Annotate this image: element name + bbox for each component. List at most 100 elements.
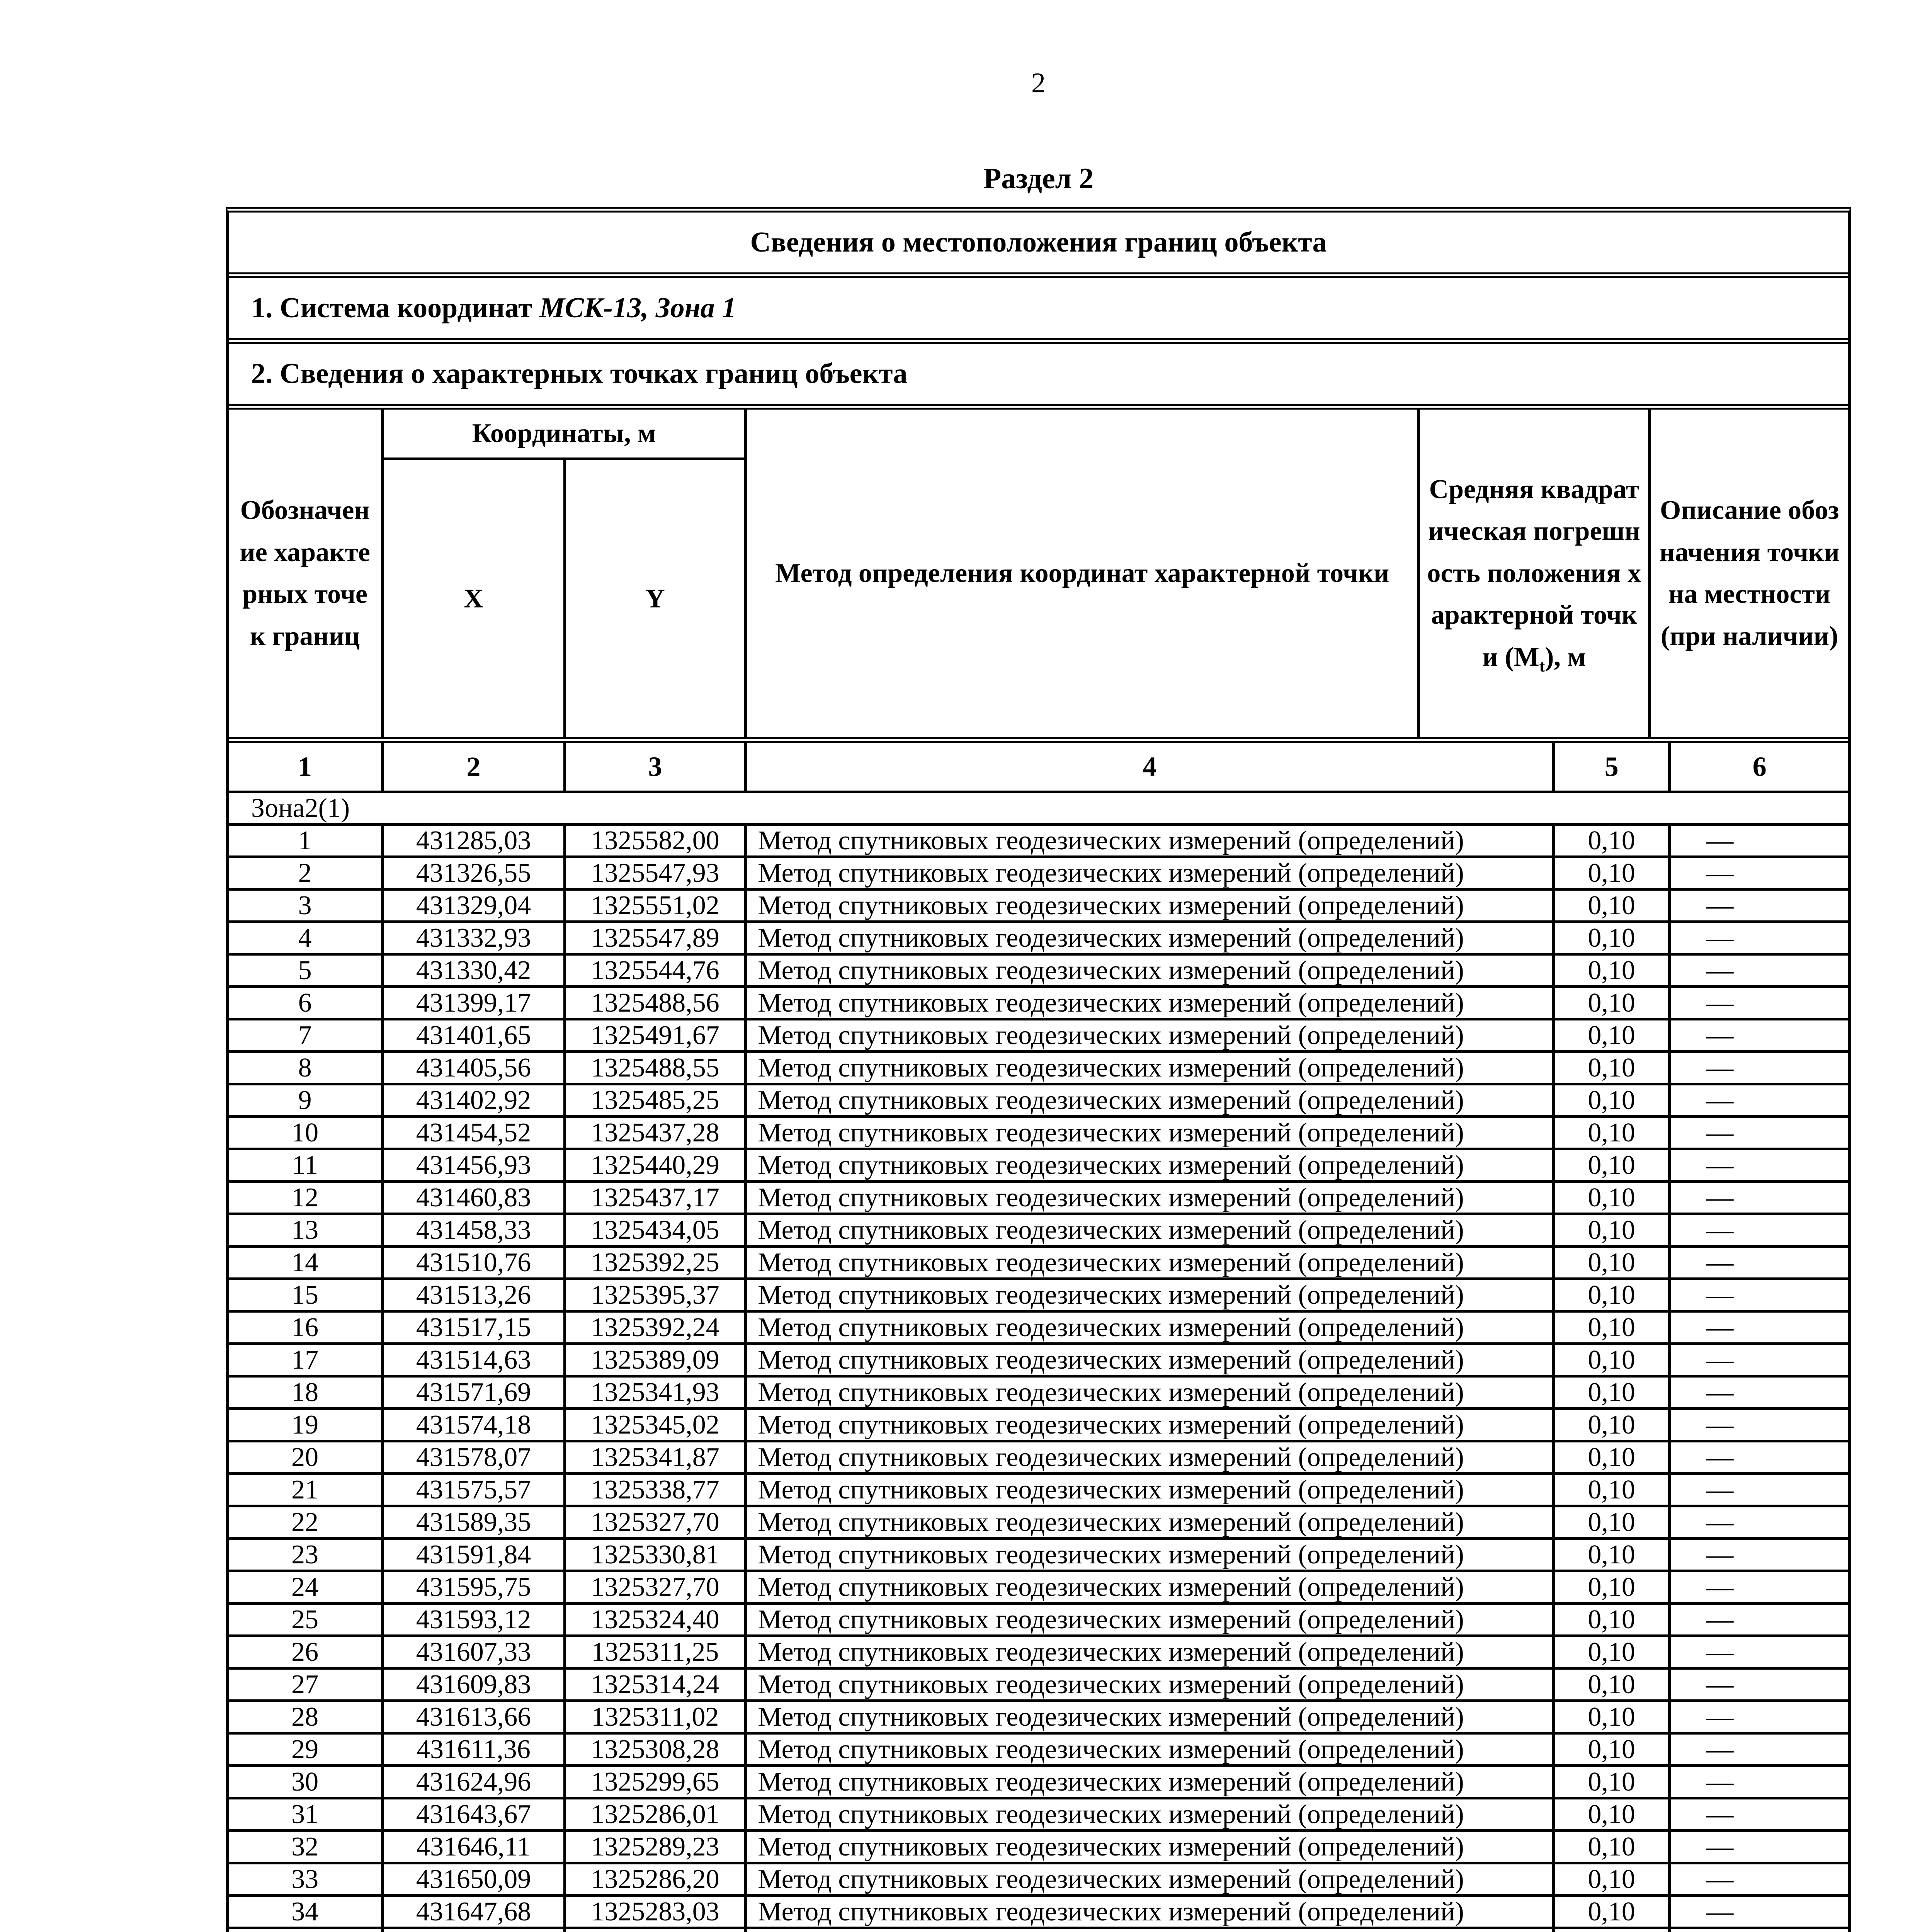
point-x: 431611,36 [382,1733,566,1767]
point-y: 1325551,02 [565,889,747,923]
point-x: 431405,56 [382,1051,566,1085]
point-y: 1325311,25 [565,1636,747,1670]
point-number: 11 [229,1149,384,1183]
point-x: 431647,68 [382,1895,566,1929]
point-row: 8 431405,56 1325488,55 Метод спутниковых… [229,1051,1848,1085]
point-number: 5 [229,954,384,988]
point-method: Метод спутниковых геодезических измерени… [745,1538,1555,1572]
point-error: 0,10 [1553,824,1671,858]
point-y: 1325311,02 [565,1701,747,1735]
point-x: 431514,63 [382,1344,566,1378]
point-description: — [1669,1473,1848,1507]
point-description: — [1669,1895,1848,1929]
point-error: 0,10 [1553,1668,1671,1702]
point-y: 1325547,93 [565,857,747,891]
point-y: 1325341,87 [565,1441,747,1475]
point-error: 0,10 [1553,1051,1671,1085]
point-y: 1325330,81 [565,1538,747,1572]
point-error: 0,10 [1553,1279,1671,1313]
point-y: 1325289,23 [565,1830,747,1864]
point-x: 431460,83 [382,1181,566,1215]
point-method: Метод спутниковых геодезических измерени… [745,1733,1555,1767]
point-row: 6 431399,17 1325488,56 Метод спутниковых… [229,986,1848,1020]
point-error: 0,10 [1553,1441,1671,1475]
point-y: 1325437,17 [565,1181,747,1215]
header-mt-suffix: ), м [1545,642,1586,672]
point-number: 32 [229,1830,384,1864]
point-method: Метод спутниковых геодезических измерени… [745,1441,1555,1475]
point-error: 0,10 [1553,1636,1671,1670]
point-y: 1325327,70 [565,1506,747,1540]
point-x: 431591,84 [382,1538,566,1572]
point-number: 34 [229,1895,384,1929]
point-number: 35 [229,1928,384,1932]
column-number-3: 3 [565,743,747,793]
point-description: — [1669,1376,1848,1410]
header-coordinates-group: Координаты, м [382,409,747,461]
points-heading-row: 2. Сведения о характерных точках границ … [229,344,1848,410]
point-method: Метод спутниковых геодезических измерени… [745,1344,1555,1378]
point-y: 1325434,05 [565,1214,747,1248]
point-method: Метод спутниковых геодезических измерени… [745,1571,1555,1605]
point-row: 24 431595,75 1325327,70 Метод спутниковы… [229,1571,1848,1605]
point-error: 0,10 [1553,1376,1671,1410]
point-description: — [1669,824,1848,858]
point-row: 1 431285,03 1325582,00 Метод спутниковых… [229,824,1848,858]
point-description: — [1669,1279,1848,1313]
points-table: 1 2 3 4 5 6 Зона2(1) 1 431285,03 1325582… [229,743,1848,1932]
coordinate-system-row: 1. Система координат МСК-13, Зона 1 [229,278,1848,344]
section-heading: Раздел 2 [983,162,1094,195]
point-y: 1325308,28 [565,1733,747,1767]
point-number: 15 [229,1279,384,1313]
point-x: 431589,35 [382,1506,566,1540]
point-row: 2 431326,55 1325547,93 Метод спутниковых… [229,857,1848,891]
points-table-body: 1 2 3 4 5 6 Зона2(1) 1 431285,03 1325582… [229,743,1848,1932]
point-row: 20 431578,07 1325341,87 Метод спутниковы… [229,1441,1848,1475]
point-number: 27 [229,1668,384,1702]
point-x: 431595,75 [382,1571,566,1605]
header-designation: Обозначение характерных точек границ [229,409,384,740]
point-row: 15 431513,26 1325395,37 Метод спутниковы… [229,1279,1848,1313]
point-number: 17 [229,1344,384,1378]
point-row: 34 431647,68 1325283,03 Метод спутниковы… [229,1895,1848,1929]
point-method: Метод спутниковых геодезических измерени… [745,1084,1555,1118]
point-row: 14 431510,76 1325392,25 Метод спутниковы… [229,1246,1848,1280]
point-description: — [1669,1149,1848,1183]
point-method: Метод спутниковых геодезических измерени… [745,1051,1555,1085]
point-y: 1325582,00 [565,824,747,858]
point-x: 431624,96 [382,1765,566,1799]
point-error: 0,10 [1553,1863,1671,1897]
point-y: 1325440,29 [565,1149,747,1183]
point-x: 431613,66 [382,1701,566,1735]
point-method: Метод спутниковых геодезических измерени… [745,922,1555,956]
point-number: 33 [229,1863,384,1897]
coordinate-system-label: 1. Система координат [251,292,532,324]
point-number: 23 [229,1538,384,1572]
header-method: Метод определения координат характерной … [745,409,1420,740]
point-description: — [1669,1181,1848,1215]
point-number: 31 [229,1798,384,1832]
point-row: 32 431646,11 1325289,23 Метод спутниковы… [229,1830,1848,1864]
point-x: 431667,40 [382,1928,566,1932]
point-number: 16 [229,1311,384,1345]
point-error: 0,10 [1553,1798,1671,1832]
point-y: 1325345,02 [565,1408,747,1442]
point-x: 431575,57 [382,1473,566,1507]
point-description: — [1669,889,1848,923]
point-row: 21 431575,57 1325338,77 Метод спутниковы… [229,1473,1848,1507]
point-method: Метод спутниковых геодезических измерени… [745,1765,1555,1799]
point-row: 30 431624,96 1325299,65 Метод спутниковы… [229,1765,1848,1799]
point-error: 0,10 [1553,857,1671,891]
header-x: X [382,459,566,740]
point-error: 0,10 [1553,1246,1671,1280]
point-error: 0,10 [1553,1571,1671,1605]
point-x: 431399,17 [382,986,566,1020]
point-x: 431646,11 [382,1830,566,1864]
point-number: 6 [229,986,384,1020]
point-x: 431458,33 [382,1214,566,1248]
point-description: — [1669,1506,1848,1540]
point-row: 3 431329,04 1325551,02 Метод спутниковых… [229,889,1848,923]
point-method: Метод спутниковых геодезических измерени… [745,986,1555,1020]
point-row: 25 431593,12 1325324,40 Метод спутниковы… [229,1603,1848,1637]
table-title: Сведения о местоположения границ объекта [750,226,1327,258]
